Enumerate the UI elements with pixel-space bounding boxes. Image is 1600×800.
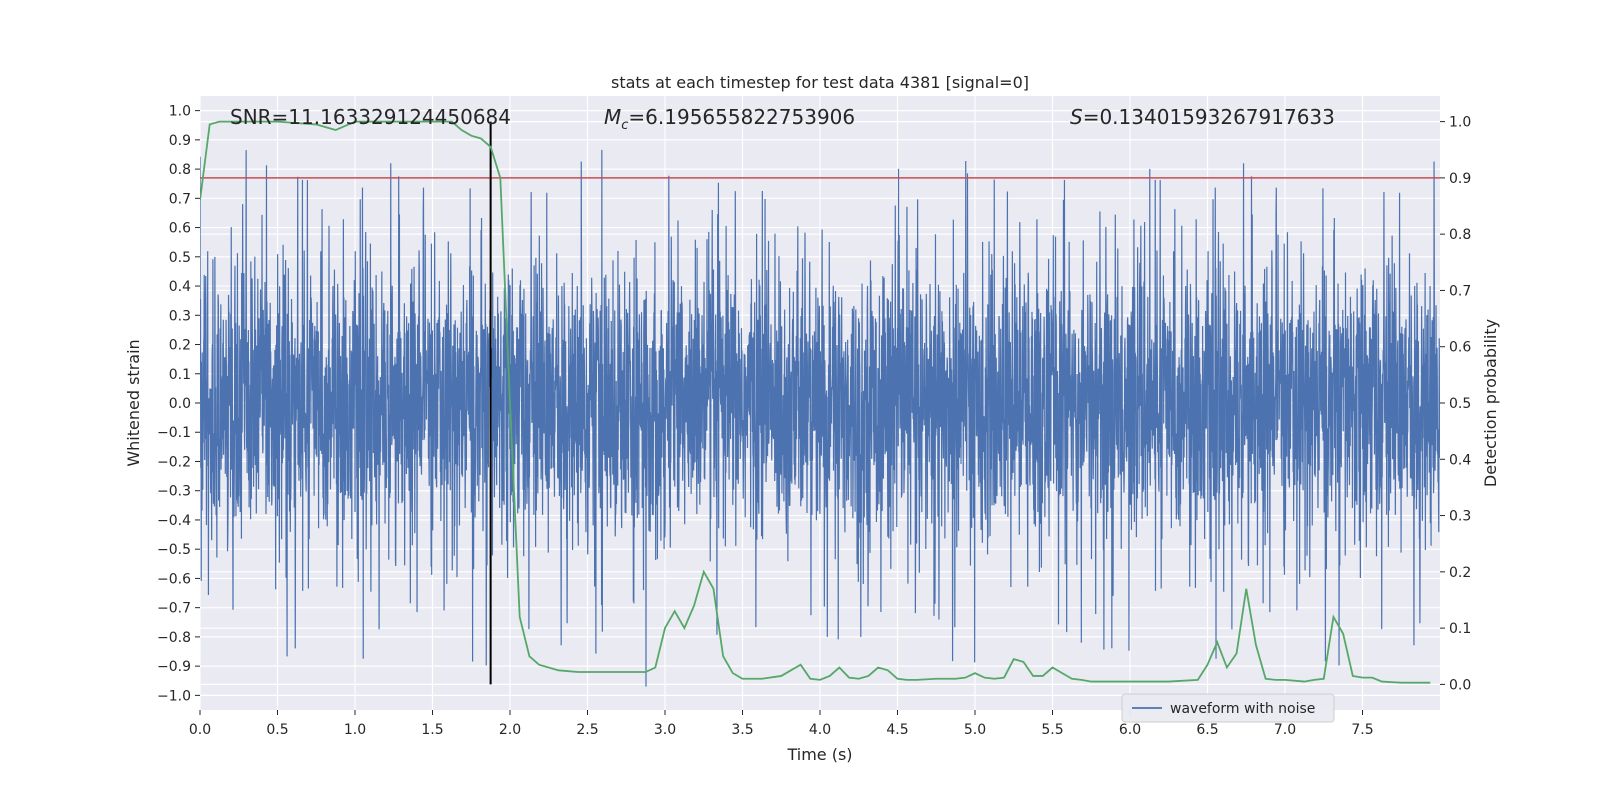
detection-probability-line bbox=[200, 120, 1431, 684]
s-value: =0.13401593267917633 bbox=[1083, 105, 1335, 129]
x-tick-label: 0.0 bbox=[189, 722, 211, 738]
legend-box bbox=[1121, 693, 1335, 723]
y-left-tick-label: −1.0 bbox=[157, 688, 191, 704]
y-left-tick-label: −0.5 bbox=[157, 542, 191, 558]
y-left-tick-label: −0.1 bbox=[157, 425, 191, 441]
y-left-tick-label: −0.4 bbox=[157, 513, 191, 529]
y-left-tick-label: 0.0 bbox=[169, 396, 191, 412]
y-left-tick-label: 0.6 bbox=[169, 221, 191, 237]
y-left-tick-label: 0.4 bbox=[169, 279, 191, 295]
mc-value: =6.195655822753906 bbox=[628, 105, 855, 129]
y-left-tick-label: 0.9 bbox=[169, 133, 191, 149]
y-left-tick-label: 0.3 bbox=[169, 308, 191, 324]
x-tick-label: 3.0 bbox=[654, 722, 676, 738]
mc-symbol: M bbox=[604, 105, 621, 129]
y-right-tick-label: 0.2 bbox=[1449, 565, 1471, 581]
chart-title: stats at each timestep for test data 438… bbox=[611, 73, 1029, 92]
x-tick-label: 6.5 bbox=[1196, 722, 1218, 738]
snr-annotation: SNR=11.163329124450684 bbox=[230, 105, 511, 129]
y-left-tick-label: −0.2 bbox=[157, 454, 191, 470]
y-right-tick-label: 0.4 bbox=[1449, 452, 1471, 468]
x-tick-label: 1.0 bbox=[344, 722, 366, 738]
y-left-tick-label: 0.1 bbox=[169, 367, 191, 383]
x-tick-label: 2.0 bbox=[499, 722, 521, 738]
mc-annotation: Mc=6.195655822753906 bbox=[604, 105, 855, 133]
y-right-tick-label: 0.8 bbox=[1449, 227, 1471, 243]
s-symbol: S bbox=[1070, 105, 1083, 129]
y-left-tick-label: −0.9 bbox=[157, 659, 191, 675]
y-left-axis-title: Whitened strain bbox=[124, 339, 143, 466]
y-right-axis-ticks: 0.0 0.1 0.2 0.3 0.4 0.5 0.6 0.7 0.8 0.9 1.0 bbox=[1440, 115, 1471, 693]
y-left-tick-label: 1.0 bbox=[169, 104, 191, 120]
waveform-series-line bbox=[200, 149, 1440, 687]
x-tick-label: 5.0 bbox=[964, 722, 986, 738]
y-left-tick-label: −0.7 bbox=[157, 601, 191, 617]
x-axis-title: Time (s) bbox=[786, 745, 852, 764]
y-right-tick-label: 0.1 bbox=[1449, 621, 1471, 637]
legend-label-waveform: waveform with noise bbox=[1170, 701, 1315, 717]
y-right-axis-title: Detection probability bbox=[1481, 319, 1500, 487]
x-tick-label: 1.5 bbox=[421, 722, 443, 738]
x-tick-label: 2.5 bbox=[576, 722, 598, 738]
y-left-tick-label: −0.6 bbox=[157, 571, 191, 587]
y-left-axis-ticks: −1.0 −0.9 −0.8 −0.7 −0.6 −0.5 −0.4 −0.3 −0.2 −0.1… bbox=[157, 104, 200, 704]
y-right-tick-label: 0.6 bbox=[1449, 340, 1471, 356]
s-annotation: S=0.13401593267917633 bbox=[1070, 105, 1335, 129]
y-right-tick-label: 0.9 bbox=[1449, 171, 1471, 187]
x-axis-ticks: 0.0 0.5 1.0 1.5 2.0 2.5 3.0 3.5 4.0 4.5 5.0 5.5 6.0 6… bbox=[189, 710, 1374, 738]
x-tick-label: 0.5 bbox=[266, 722, 288, 738]
x-tick-label: 4.5 bbox=[886, 722, 908, 738]
plot-content bbox=[200, 120, 1440, 687]
x-tick-label: 3.5 bbox=[731, 722, 753, 738]
y-right-tick-label: 0.0 bbox=[1449, 677, 1471, 693]
x-tick-label: 4.0 bbox=[809, 722, 831, 738]
legend: waveform with noise bbox=[1121, 693, 1335, 723]
x-tick-label: 6.0 bbox=[1119, 722, 1141, 738]
y-right-tick-label: 0.3 bbox=[1449, 509, 1471, 525]
x-tick-label: 5.5 bbox=[1041, 722, 1063, 738]
y-left-tick-label: 0.2 bbox=[169, 338, 191, 354]
y-left-tick-label: 0.5 bbox=[169, 250, 191, 266]
y-right-tick-label: 0.7 bbox=[1449, 283, 1471, 299]
y-left-tick-label: 0.8 bbox=[169, 162, 191, 178]
y-left-tick-label: −0.8 bbox=[157, 630, 191, 646]
y-right-tick-label: 1.0 bbox=[1449, 115, 1471, 131]
y-right-tick-label: 0.5 bbox=[1449, 396, 1471, 412]
x-tick-label: 7.0 bbox=[1274, 722, 1296, 738]
y-left-tick-label: −0.3 bbox=[157, 484, 191, 500]
x-tick-label: 7.5 bbox=[1351, 722, 1373, 738]
mc-subscript: c bbox=[621, 118, 628, 133]
y-left-tick-label: 0.7 bbox=[169, 191, 191, 207]
